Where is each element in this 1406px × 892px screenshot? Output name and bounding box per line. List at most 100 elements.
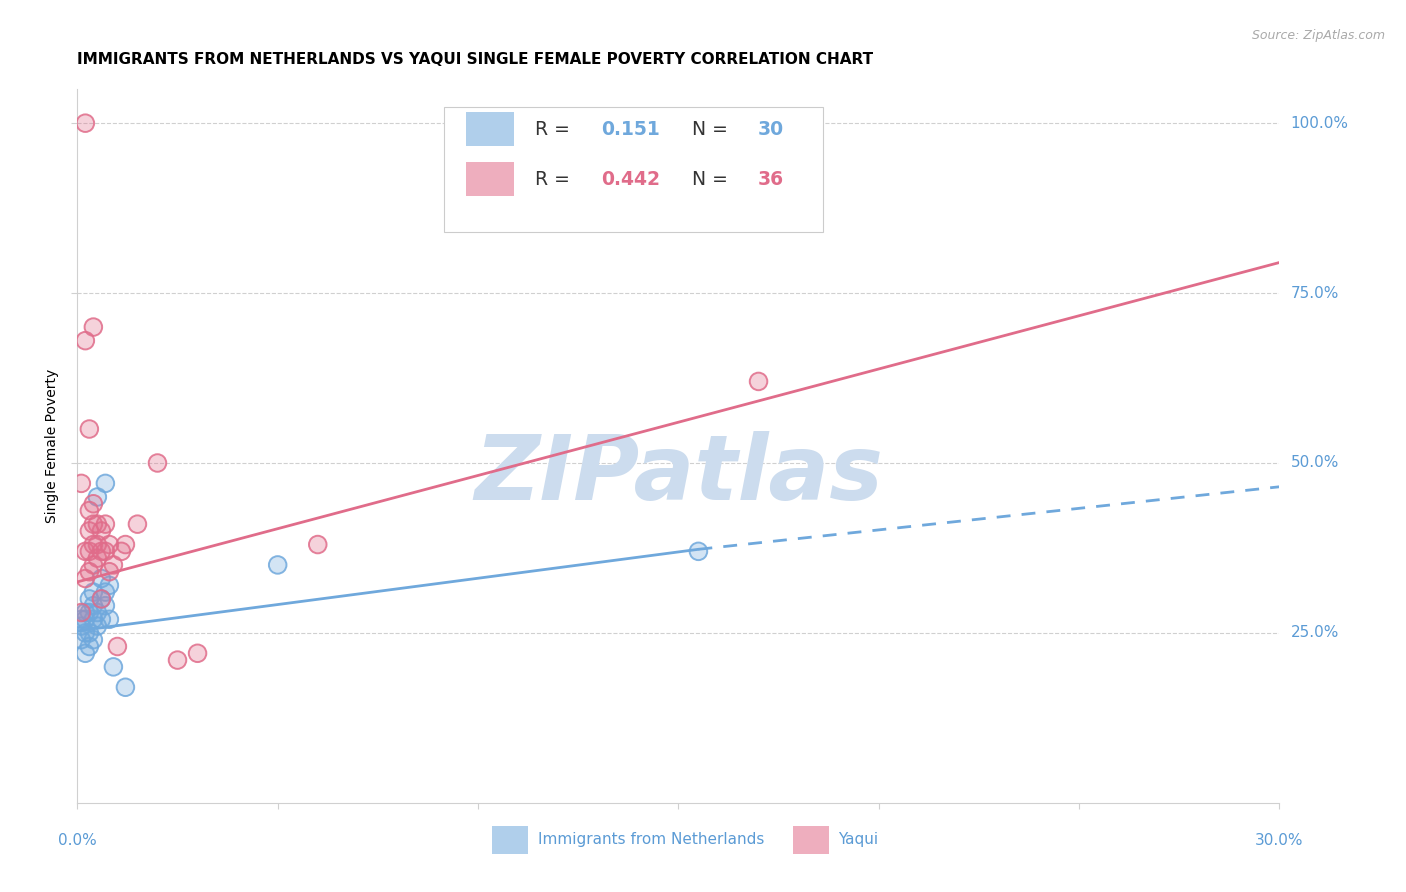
Point [86, 606, 108, 620]
Point [70, 606, 93, 620]
Point [70, 632, 93, 647]
Point [186, 646, 209, 660]
Point [103, 558, 125, 572]
Text: 50.0%: 50.0% [1291, 456, 1339, 470]
Bar [465, 162, 513, 196]
FancyBboxPatch shape [444, 107, 823, 232]
Point [82, 497, 104, 511]
Text: 30.0%: 30.0% [1256, 833, 1303, 848]
Text: N =: N = [679, 120, 734, 138]
Point [79, 544, 101, 558]
Point [86, 619, 108, 633]
Point [94, 517, 117, 532]
Y-axis label: Single Female Poverty: Single Female Poverty [45, 369, 59, 523]
Point [75, 572, 97, 586]
Point [82, 320, 104, 334]
Point [79, 524, 101, 538]
Point [114, 680, 136, 694]
Point [146, 456, 169, 470]
Point [70, 612, 93, 626]
Point [82, 517, 104, 532]
Point [98, 565, 121, 579]
Point [82, 612, 104, 626]
Point [90, 591, 112, 606]
Point [82, 585, 104, 599]
Point [98, 578, 121, 592]
Point [82, 558, 104, 572]
Point [90, 572, 112, 586]
Point [70, 476, 93, 491]
Point [75, 572, 97, 586]
Point [82, 599, 104, 613]
Point [75, 334, 97, 348]
Point [79, 626, 101, 640]
Point [98, 565, 121, 579]
Point [127, 517, 149, 532]
Point [70, 619, 93, 633]
Point [146, 456, 169, 470]
Text: 25.0%: 25.0% [1291, 625, 1339, 640]
Point [82, 517, 104, 532]
Point [86, 551, 108, 566]
Point [307, 537, 329, 551]
Text: 0.0%: 0.0% [58, 833, 97, 848]
Point [86, 537, 108, 551]
Point [90, 591, 112, 606]
Point [79, 591, 101, 606]
Point [688, 544, 710, 558]
Point [103, 660, 125, 674]
Point [82, 612, 104, 626]
Text: 75.0%: 75.0% [1291, 285, 1339, 301]
Point [79, 422, 101, 436]
Point [94, 544, 117, 558]
Point [86, 490, 108, 504]
Text: R =: R = [536, 169, 576, 188]
Point [103, 660, 125, 674]
Point [75, 626, 97, 640]
Point [90, 524, 112, 538]
Point [70, 632, 93, 647]
Point [267, 558, 290, 572]
Point [82, 537, 104, 551]
Point [70, 476, 93, 491]
Text: 36: 36 [758, 169, 785, 188]
Point [94, 476, 117, 491]
Point [114, 680, 136, 694]
Bar [793, 826, 828, 855]
Point [98, 537, 121, 551]
Point [82, 558, 104, 572]
Point [82, 632, 104, 647]
Point [79, 544, 101, 558]
Point [79, 565, 101, 579]
Point [70, 606, 93, 620]
Point [98, 612, 121, 626]
Point [75, 646, 97, 660]
Point [94, 585, 117, 599]
Point [75, 606, 97, 620]
Point [107, 640, 129, 654]
Point [75, 612, 97, 626]
Point [75, 606, 97, 620]
Point [90, 524, 112, 538]
Point [94, 585, 117, 599]
Point [86, 551, 108, 566]
Point [86, 517, 108, 532]
Point [79, 591, 101, 606]
Point [75, 612, 97, 626]
Point [79, 606, 101, 620]
Point [82, 537, 104, 551]
Point [90, 591, 112, 606]
Point [79, 626, 101, 640]
Point [110, 544, 132, 558]
Point [86, 537, 108, 551]
Text: IMMIGRANTS FROM NETHERLANDS VS YAQUI SINGLE FEMALE POVERTY CORRELATION CHART: IMMIGRANTS FROM NETHERLANDS VS YAQUI SIN… [77, 52, 873, 67]
Point [94, 517, 117, 532]
Point [79, 640, 101, 654]
Point [107, 640, 129, 654]
Point [90, 612, 112, 626]
Point [186, 646, 209, 660]
Point [79, 524, 101, 538]
Point [86, 490, 108, 504]
Point [79, 422, 101, 436]
Point [90, 544, 112, 558]
